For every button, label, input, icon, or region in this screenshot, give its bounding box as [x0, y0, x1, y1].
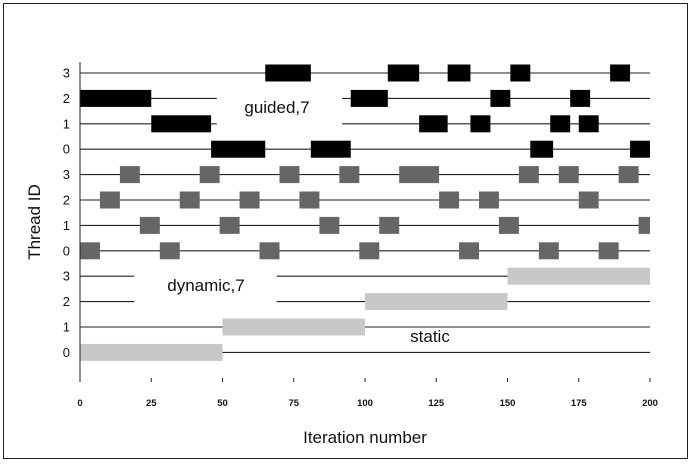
iteration-block	[518, 166, 539, 184]
iteration-block	[259, 242, 280, 260]
iteration-block	[610, 64, 631, 82]
x-tick-label: 0	[77, 398, 82, 409]
iteration-block	[538, 242, 559, 260]
iteration-block	[578, 191, 599, 209]
iteration-block	[319, 216, 340, 234]
iteration-block	[638, 216, 650, 234]
y-axis-title: Thread ID	[25, 184, 44, 260]
iteration-block	[459, 242, 479, 260]
iteration-block	[419, 115, 448, 133]
x-axis-title: Iteration number	[303, 428, 427, 447]
iteration-block	[439, 191, 460, 209]
iteration-block	[179, 191, 200, 209]
thread-id-label: 1	[63, 218, 70, 233]
iteration-block	[498, 216, 519, 234]
chart-frame	[3, 3, 688, 459]
annotation-static: static	[410, 327, 450, 346]
thread-id-label: 3	[63, 66, 70, 81]
iteration-block	[507, 267, 650, 285]
iteration-block	[630, 140, 650, 158]
iteration-block	[119, 166, 140, 184]
thread-id-label: 0	[63, 345, 70, 360]
x-tick-label: 25	[146, 398, 157, 409]
thread-id-label: 0	[63, 142, 70, 157]
x-tick-label: 50	[217, 398, 228, 409]
iteration-block	[550, 115, 571, 133]
thread-id-label: 0	[63, 243, 70, 258]
x-tick-label: 175	[571, 398, 588, 409]
iteration-block	[199, 166, 220, 184]
iteration-block	[139, 216, 160, 234]
iteration-block	[387, 64, 420, 82]
iteration-block	[80, 89, 152, 107]
iteration-block	[379, 216, 400, 234]
thread-id-label: 3	[63, 269, 70, 284]
iteration-block	[151, 115, 212, 133]
x-tick-label: 100	[357, 398, 373, 409]
iteration-block	[339, 166, 360, 184]
thread-id-label: 3	[63, 167, 70, 182]
thread-id-label: 1	[63, 320, 70, 335]
iteration-block	[219, 216, 240, 234]
iteration-block	[80, 343, 223, 361]
iteration-block	[222, 318, 365, 336]
thread-id-label: 2	[63, 91, 70, 106]
iteration-block	[211, 140, 266, 158]
iteration-block	[299, 191, 320, 209]
iteration-block	[80, 242, 100, 260]
iteration-block	[618, 166, 639, 184]
thread-id-label: 2	[63, 193, 70, 208]
iteration-block	[99, 191, 120, 209]
x-tick-label: 200	[642, 398, 658, 409]
thread-id-label: 2	[63, 294, 70, 309]
iteration-block	[365, 293, 508, 311]
iteration-block	[598, 242, 619, 260]
iteration-block	[470, 115, 491, 133]
iteration-block	[239, 191, 260, 209]
iteration-block	[530, 140, 554, 158]
x-tick-label: 150	[500, 398, 516, 409]
iteration-block	[310, 140, 351, 158]
iteration-block	[570, 89, 591, 107]
iteration-block	[558, 166, 579, 184]
iteration-block	[265, 64, 311, 82]
iteration-block	[399, 166, 440, 184]
annotation-dynamic: dynamic,7	[167, 276, 244, 295]
iteration-block	[350, 89, 388, 107]
iteration-block	[578, 115, 599, 133]
x-tick-label: 125	[428, 398, 445, 409]
iteration-block	[510, 64, 531, 82]
thread-id-label: 1	[63, 116, 70, 131]
iteration-block	[479, 191, 499, 209]
iteration-block	[279, 166, 300, 184]
iteration-block	[159, 242, 180, 260]
x-tick-label: 75	[288, 398, 299, 409]
iteration-block	[447, 64, 471, 82]
iteration-block	[490, 89, 511, 107]
annotation-guided: guided,7	[244, 98, 309, 117]
iteration-block	[359, 242, 380, 260]
